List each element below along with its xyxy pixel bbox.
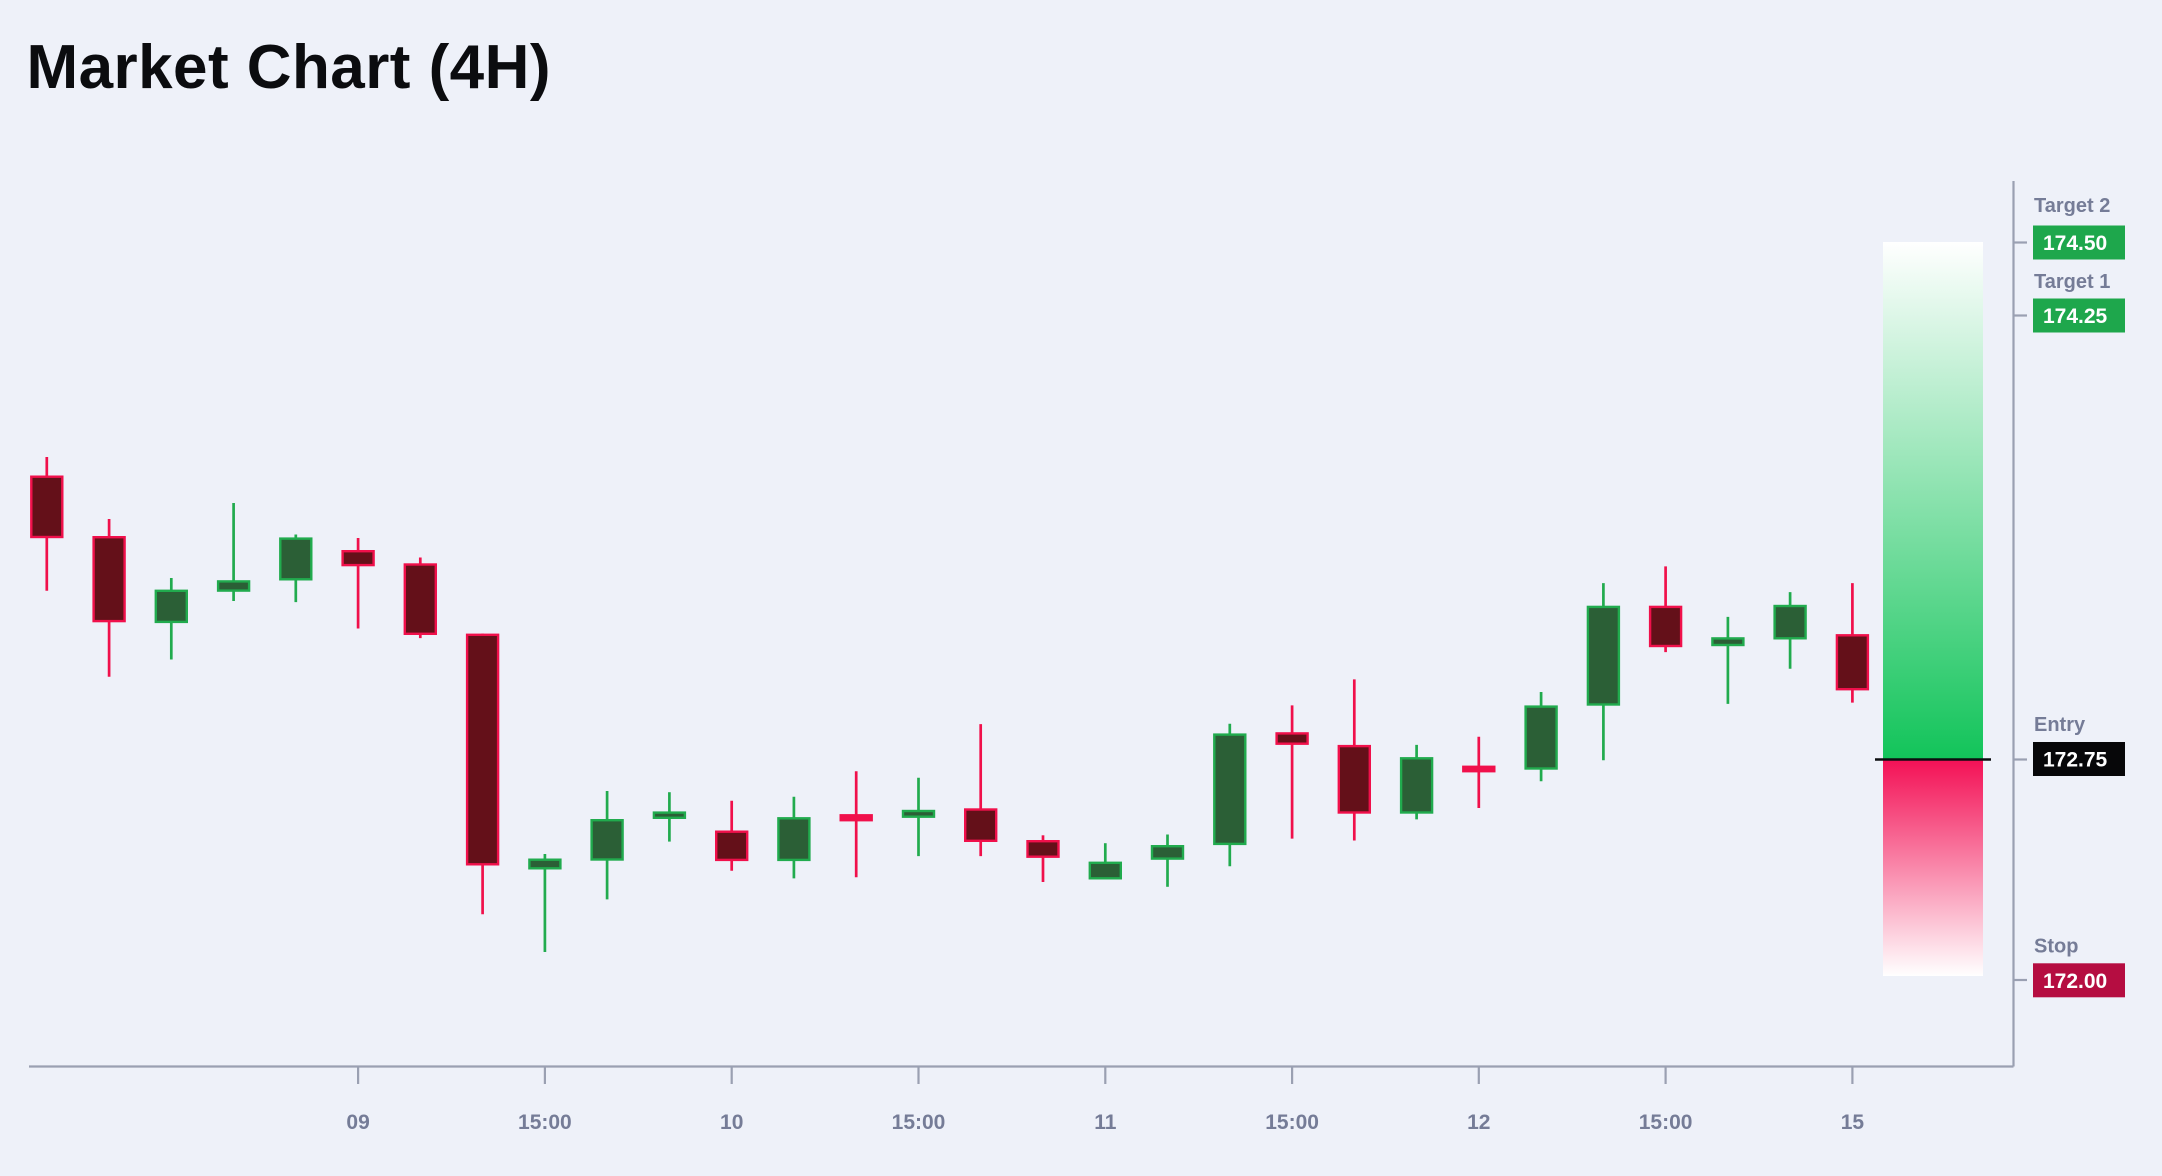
svg-text:15:00: 15:00 bbox=[518, 1111, 572, 1134]
svg-text:Market Chart (4H): Market Chart (4H) bbox=[27, 33, 551, 102]
svg-text:Stop: Stop bbox=[2034, 936, 2078, 958]
svg-text:174.25: 174.25 bbox=[2043, 305, 2108, 328]
svg-text:Target 2: Target 2 bbox=[2034, 195, 2110, 217]
svg-text:15:00: 15:00 bbox=[1639, 1111, 1693, 1134]
svg-text:10: 10 bbox=[720, 1111, 743, 1134]
svg-text:Entry: Entry bbox=[2034, 714, 2086, 736]
svg-text:11: 11 bbox=[1094, 1111, 1117, 1134]
svg-text:15: 15 bbox=[1841, 1111, 1865, 1134]
svg-text:172.00: 172.00 bbox=[2043, 970, 2107, 993]
svg-text:09: 09 bbox=[346, 1111, 369, 1134]
svg-text:15:00: 15:00 bbox=[1265, 1111, 1319, 1134]
svg-text:Target 1: Target 1 bbox=[2034, 271, 2110, 293]
svg-text:174.50: 174.50 bbox=[2043, 232, 2107, 255]
svg-text:172.75: 172.75 bbox=[2043, 749, 2108, 772]
svg-text:15:00: 15:00 bbox=[892, 1111, 946, 1134]
svg-text:12: 12 bbox=[1467, 1111, 1490, 1134]
